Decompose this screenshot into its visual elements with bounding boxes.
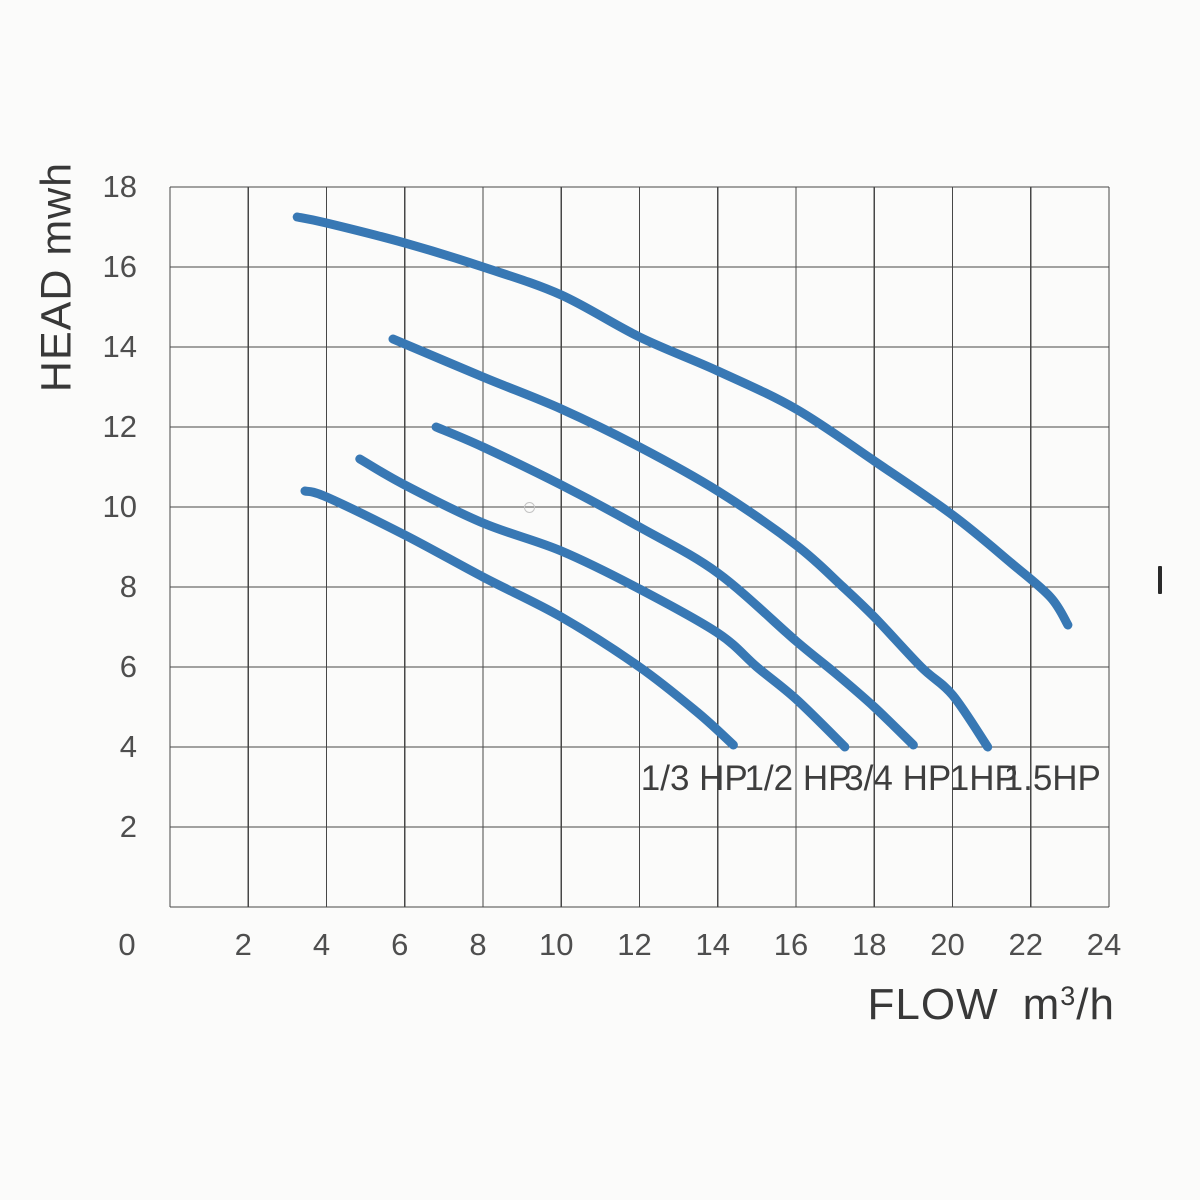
y-tick-label: 18: [102, 169, 137, 204]
x-axis-title-per-hour: /h: [1076, 980, 1115, 1029]
x-tick-label: 12: [617, 927, 652, 962]
pump-curve-13hp: [300, 486, 738, 750]
chart-canvas: [169, 186, 1110, 908]
x-tick-label: 2: [234, 927, 252, 962]
x-tick-label: 4: [312, 927, 331, 962]
stray-mark: [1158, 566, 1162, 594]
curve-label-34hp: 3/4 HP: [844, 759, 952, 798]
pump-curve-34hp: [431, 422, 918, 750]
y-tick-label: 6: [119, 649, 137, 684]
x-tick-label: 22: [1008, 927, 1043, 962]
plot-area: [169, 186, 1110, 908]
y-tick-label: 4: [119, 729, 137, 764]
speck-artifact: [524, 502, 535, 513]
x-tick-label: 14: [695, 927, 730, 962]
y-tick-label: 12: [102, 409, 137, 444]
y-tick-label: 2: [119, 809, 137, 844]
pump-curve-1.5hp: [292, 212, 1073, 630]
x-axis-title-unit: m: [1022, 980, 1061, 1029]
x-tick-label: 10: [539, 927, 574, 962]
x-axis-title-superscript: 3: [1060, 981, 1077, 1011]
y-tick-label: 8: [119, 569, 137, 604]
x-tick-label: 24: [1086, 927, 1122, 962]
x-axis-title-word: FLOW: [867, 980, 999, 1029]
x-tick-label: 8: [469, 927, 487, 962]
origin-tick-label: 0: [118, 927, 136, 962]
curve-label-1hp: 1HP: [949, 759, 1018, 798]
x-tick-label: 18: [852, 927, 887, 962]
x-axis-title: FLOW m3/h: [868, 980, 1116, 1030]
pump-curve-1hp: [388, 334, 993, 752]
y-tick-label: 14: [102, 329, 137, 364]
x-tick-label: 20: [930, 927, 965, 962]
x-tick-label: 16: [773, 927, 809, 962]
pump-curve-12hp: [355, 454, 850, 752]
curve-label-1.5hp: 1.5HP: [1003, 759, 1101, 798]
curve-label-13hp: 1/3 HP: [640, 759, 748, 798]
y-tick-label: 16: [102, 249, 137, 284]
y-tick-label: 10: [102, 489, 137, 524]
curve-label-12hp: 1/2 HP: [744, 759, 852, 798]
x-tick-label: 6: [391, 927, 409, 962]
